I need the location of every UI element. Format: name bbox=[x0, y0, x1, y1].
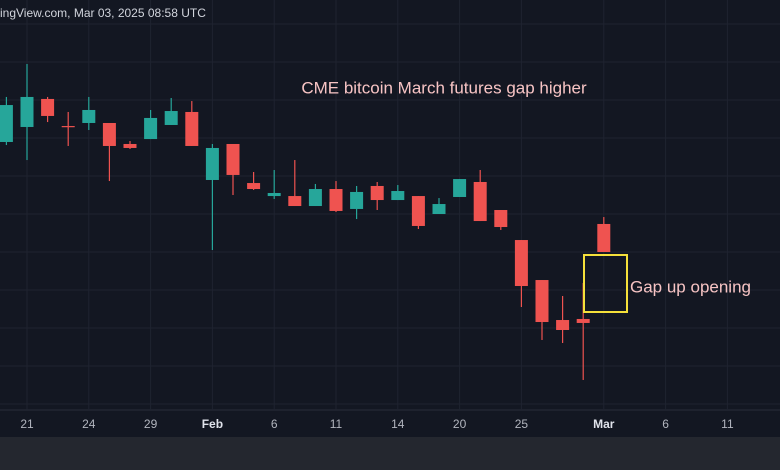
candle-body bbox=[308, 189, 322, 207]
candle-body bbox=[247, 183, 261, 190]
candle-body bbox=[267, 193, 281, 197]
candle-body bbox=[370, 185, 384, 201]
annotation: Gap up opening bbox=[630, 277, 751, 296]
candle-body bbox=[0, 105, 13, 142]
candle-body bbox=[535, 280, 549, 323]
x-tick-label: 20 bbox=[453, 417, 467, 431]
x-tick-label: Mar bbox=[593, 417, 615, 431]
candle-body bbox=[20, 96, 34, 127]
chart-title: CME bitcoin March futures gap higher bbox=[301, 78, 587, 97]
x-tick-label: 14 bbox=[391, 417, 405, 431]
candle-body bbox=[473, 181, 487, 222]
candles bbox=[0, 63, 611, 380]
header: ingView.com, Mar 03, 2025 08:58 UTC bbox=[0, 6, 206, 20]
candle-body bbox=[226, 143, 240, 175]
x-tick-label: 11 bbox=[721, 417, 734, 431]
candle-body bbox=[494, 210, 508, 228]
candle-body bbox=[453, 179, 467, 197]
candle-body bbox=[597, 223, 611, 252]
candle-body bbox=[350, 191, 364, 209]
x-tick-label: 25 bbox=[515, 417, 529, 431]
candle-body bbox=[556, 320, 570, 330]
gap-box bbox=[583, 254, 628, 313]
x-tick-label: 24 bbox=[82, 417, 96, 431]
candle-body bbox=[144, 117, 158, 140]
x-tick-label: 6 bbox=[271, 417, 278, 431]
candle-body bbox=[205, 147, 219, 180]
x-tick-label: 6 bbox=[662, 417, 669, 431]
candle-body bbox=[61, 126, 75, 128]
candle-body bbox=[576, 318, 590, 323]
candle-body bbox=[514, 240, 528, 287]
candle-body bbox=[82, 109, 96, 123]
candle-body bbox=[102, 122, 116, 146]
x-tick-label: Feb bbox=[202, 417, 223, 431]
plot-background bbox=[0, 0, 780, 437]
candle-body bbox=[288, 196, 302, 207]
x-tick-label: 11 bbox=[330, 417, 343, 431]
bottom-strip bbox=[0, 437, 780, 470]
candle-body bbox=[164, 111, 178, 125]
candle-body bbox=[123, 143, 137, 148]
x-tick-label: 21 bbox=[20, 417, 34, 431]
candle-body bbox=[391, 191, 405, 201]
candle-body bbox=[329, 189, 343, 211]
candle-body bbox=[411, 196, 425, 226]
candle-body bbox=[185, 111, 199, 146]
x-tick-label: 29 bbox=[144, 417, 158, 431]
candle-body bbox=[41, 98, 55, 116]
candle-body bbox=[432, 204, 446, 214]
